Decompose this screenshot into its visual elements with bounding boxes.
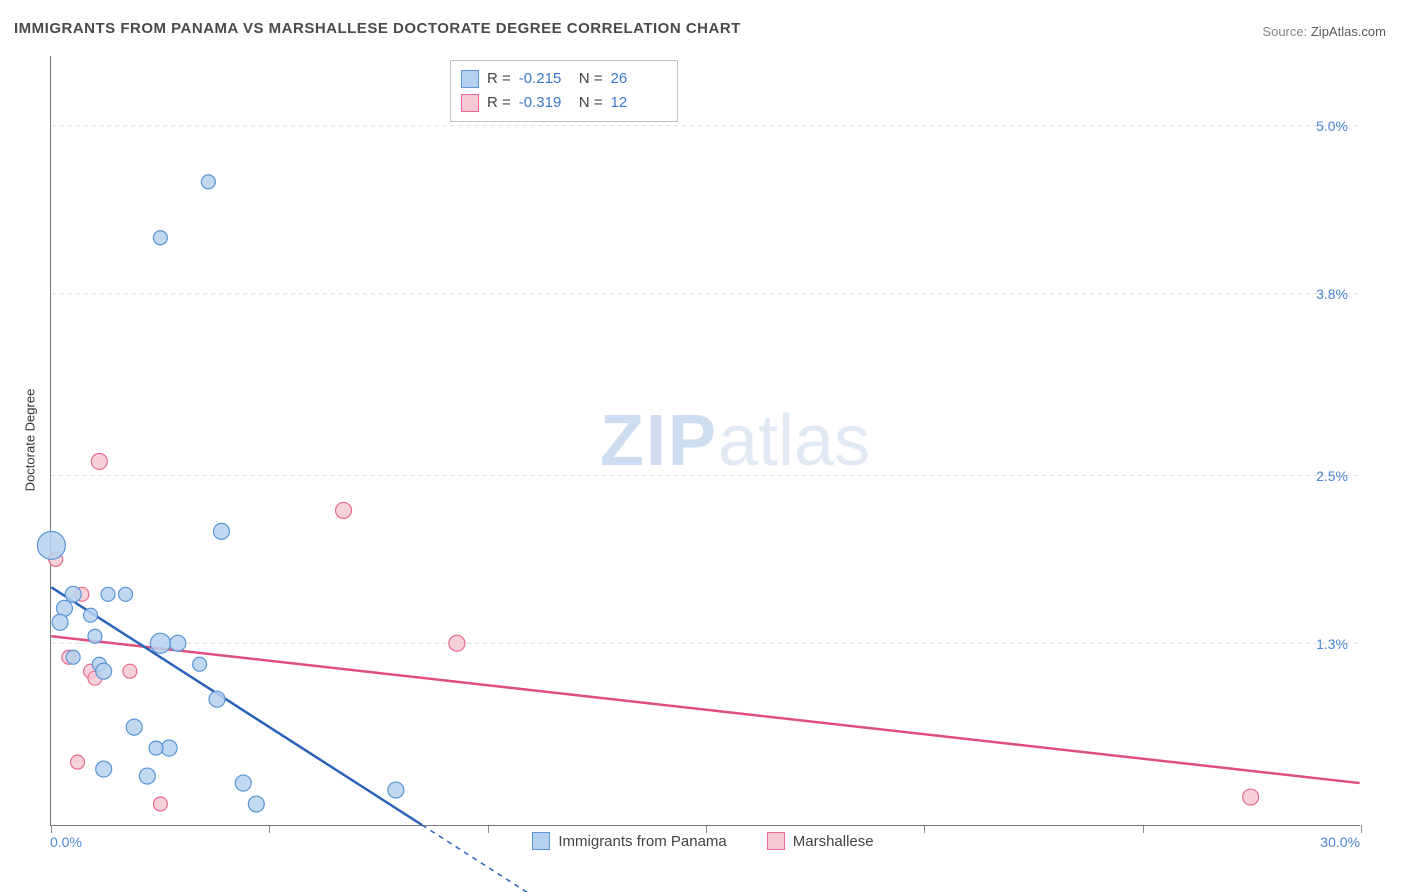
r-value-b: -0.319 — [519, 91, 571, 115]
y-tick-label: 5.0% — [1316, 118, 1348, 134]
source-attribution: Source: ZipAtlas.com — [1262, 24, 1386, 39]
source-label: Source: — [1262, 24, 1307, 39]
stats-row-b: R = -0.319 N = 12 — [461, 91, 663, 115]
legend-label-b: Marshallese — [793, 833, 874, 850]
r-label-a: R = — [487, 67, 511, 91]
source-value: ZipAtlas.com — [1311, 24, 1386, 39]
r-label-b: R = — [487, 91, 511, 115]
bottom-legend: Immigrants from Panama Marshallese — [0, 832, 1406, 850]
swatch-b — [461, 94, 479, 112]
stats-row-a: R = -0.215 N = 26 — [461, 67, 663, 91]
legend-swatch-a — [532, 832, 550, 850]
n-label-b: N = — [579, 91, 603, 115]
swatch-a — [461, 70, 479, 88]
legend-label-a: Immigrants from Panama — [558, 833, 726, 850]
plot-area: 1.3% 2.5% 3.8% 5.0% — [50, 56, 1360, 826]
n-label-a: N = — [579, 67, 603, 91]
y-tick-label: 1.3% — [1316, 636, 1348, 652]
legend-item-a: Immigrants from Panama — [532, 832, 726, 850]
stats-legend-box: R = -0.215 N = 26 R = -0.319 N = 12 — [450, 60, 678, 122]
n-value-a: 26 — [611, 67, 663, 91]
y-axis-title: Doctorate Degree — [23, 389, 38, 492]
plot-svg — [51, 56, 1360, 825]
y-tick-label: 2.5% — [1316, 468, 1348, 484]
legend-item-b: Marshallese — [767, 832, 874, 850]
y-tick-label: 3.8% — [1316, 286, 1348, 302]
chart-container: IMMIGRANTS FROM PANAMA VS MARSHALLESE DO… — [0, 0, 1406, 892]
chart-title: IMMIGRANTS FROM PANAMA VS MARSHALLESE DO… — [14, 20, 741, 37]
legend-swatch-b — [767, 832, 785, 850]
r-value-a: -0.215 — [519, 67, 571, 91]
n-value-b: 12 — [611, 91, 663, 115]
